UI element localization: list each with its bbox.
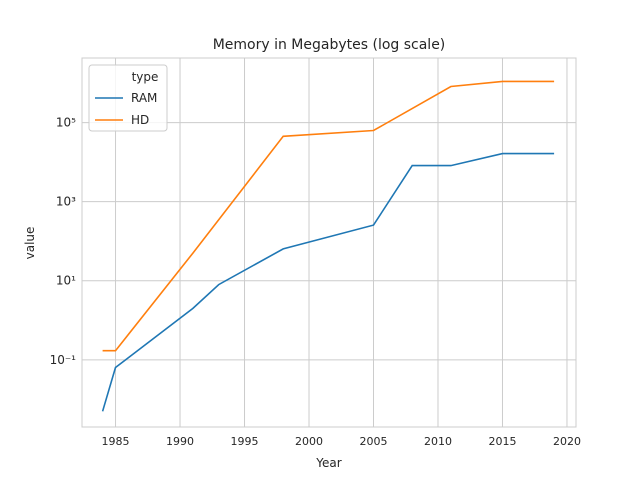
x-tick-label: 1985 [102,435,130,448]
x-axis-label: Year [315,456,341,470]
line [101,152,555,412]
legend: type RAM HD [88,64,168,132]
x-tick-label: 1995 [231,435,259,448]
y-tick-label: 10⁻¹ [50,353,77,367]
x-tick-label: 2000 [295,435,323,448]
y-tick-label: 10¹ [56,274,76,288]
x-tick-label: 2020 [553,435,581,448]
legend-box [88,64,168,132]
legend-label: HD [131,113,149,127]
y-tick-label: 10⁵ [56,116,76,130]
x-tick-label: 1990 [166,435,194,448]
x-tick-label: 2005 [359,435,387,448]
legend-title: type [132,70,159,84]
legend-label: RAM [131,91,157,105]
chart-title: Memory in Megabytes (log scale) [213,37,446,53]
plot-frame [81,57,577,428]
y-axis-label: value [23,227,37,260]
line [102,80,555,352]
x-tick-label: 2015 [488,435,516,448]
x-tick-label: 2010 [424,435,452,448]
y-tick-label: 10³ [56,195,76,209]
